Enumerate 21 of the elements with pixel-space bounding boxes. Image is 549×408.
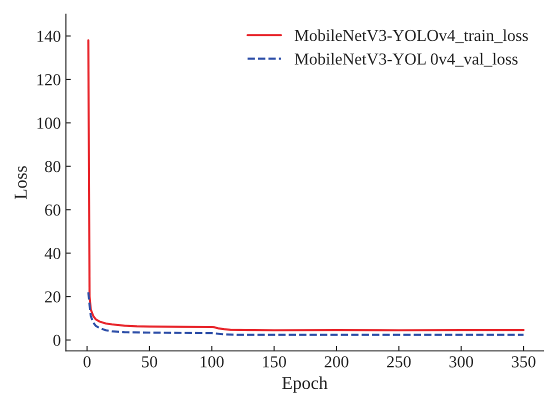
x-tick-label: 150: [263, 356, 286, 368]
y-axis-title: Loss: [14, 166, 27, 200]
y-tick-label: 120: [37, 74, 60, 86]
y-tick-label: 40: [44, 248, 60, 260]
line-series: [87, 291, 525, 336]
y-tick-label: 0: [53, 334, 60, 346]
x-axis-title: Epoch: [282, 376, 328, 393]
x-tick-label: 300: [450, 356, 474, 368]
y-tick-label: 140: [37, 30, 60, 42]
x-tick-label: 200: [324, 356, 348, 368]
y-tick-label: 20: [45, 291, 60, 303]
x-tick-label: 350: [512, 356, 536, 368]
y-tick-label: 100: [37, 118, 60, 129]
x-tick-label: 0: [84, 356, 91, 368]
legend-label: MobileNetV3-YOLOv4_train_loss: [294, 29, 528, 44]
legend-label: MobileNetV3-YOL 0v4_val_loss: [294, 52, 518, 67]
x-tick-label: 50: [142, 356, 158, 368]
y-tick-label: 80: [44, 160, 60, 172]
x-tick-label: 250: [387, 356, 411, 368]
x-tick-label: 100: [200, 356, 224, 368]
y-tick-label: 60: [45, 204, 60, 216]
